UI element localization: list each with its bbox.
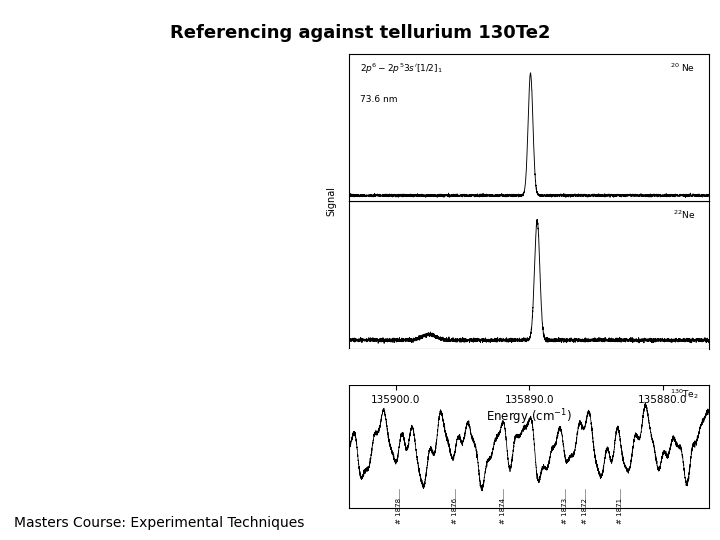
Text: $2p^6 - 2p^5 3s'[1/2]_1$: $2p^6 - 2p^5 3s'[1/2]_1$ — [360, 62, 443, 76]
Text: Referencing against tellurium 130Te2: Referencing against tellurium 130Te2 — [170, 24, 550, 42]
Text: # 1876: # 1876 — [451, 498, 457, 524]
Text: Signal: Signal — [326, 186, 336, 217]
Text: $^{20}$ Ne: $^{20}$ Ne — [670, 62, 695, 74]
Text: $^{130}$Te$_2$: $^{130}$Te$_2$ — [670, 388, 698, 401]
Text: # 1871: # 1871 — [617, 498, 623, 524]
Text: # 1874: # 1874 — [500, 498, 505, 524]
Text: # 1878: # 1878 — [395, 498, 402, 524]
Text: Masters Course: Experimental Techniques: Masters Course: Experimental Techniques — [14, 516, 305, 530]
X-axis label: Energy (cm$^{-1}$): Energy (cm$^{-1}$) — [486, 408, 572, 427]
Text: # 1873: # 1873 — [562, 498, 568, 524]
Text: # 1872: # 1872 — [582, 498, 588, 524]
Text: 73.6 nm: 73.6 nm — [360, 95, 397, 104]
Text: $^{22}$Ne: $^{22}$Ne — [672, 209, 695, 221]
